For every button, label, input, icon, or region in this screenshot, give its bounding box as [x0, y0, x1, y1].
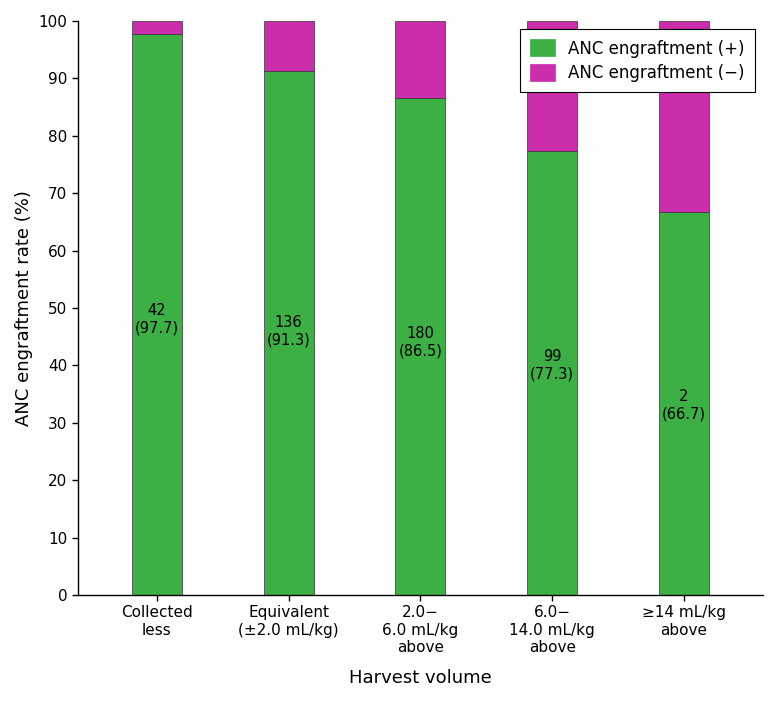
Bar — [527, 151, 577, 595]
Legend: ANC engraftment (+), ANC engraftment (−): ANC engraftment (+), ANC engraftment (−) — [520, 29, 755, 93]
Bar — [659, 21, 709, 212]
Bar — [395, 21, 446, 98]
Bar — [131, 34, 182, 595]
Bar — [264, 21, 314, 71]
Text: 42
(97.7): 42 (97.7) — [135, 303, 179, 336]
Text: 2
(66.7): 2 (66.7) — [662, 390, 706, 422]
Y-axis label: ANC engraftment rate (%): ANC engraftment rate (%) — [15, 190, 33, 426]
Bar — [264, 71, 314, 595]
Bar — [131, 21, 182, 34]
Bar — [395, 98, 446, 595]
Bar — [527, 21, 577, 151]
Bar — [659, 212, 709, 595]
Text: 180
(86.5): 180 (86.5) — [398, 326, 443, 359]
Text: 99
(77.3): 99 (77.3) — [530, 349, 574, 381]
Text: 136
(91.3): 136 (91.3) — [267, 314, 310, 347]
X-axis label: Harvest volume: Harvest volume — [349, 669, 492, 687]
